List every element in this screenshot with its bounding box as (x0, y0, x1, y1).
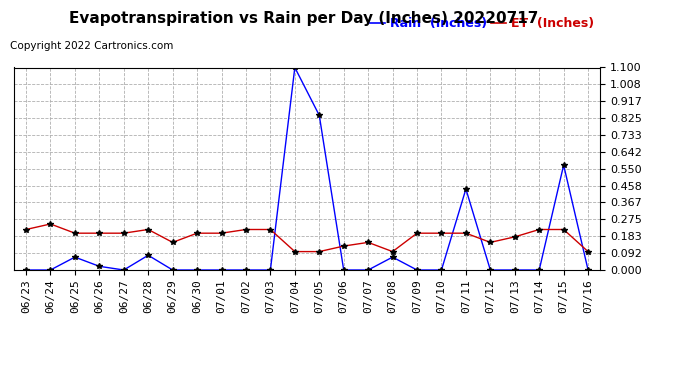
Text: Evapotranspiration vs Rain per Day (Inches) 20220717: Evapotranspiration vs Rain per Day (Inch… (69, 11, 538, 26)
Legend: Rain  (Inches), ET  (Inches): Rain (Inches), ET (Inches) (370, 17, 594, 30)
Text: Copyright 2022 Cartronics.com: Copyright 2022 Cartronics.com (10, 41, 174, 51)
